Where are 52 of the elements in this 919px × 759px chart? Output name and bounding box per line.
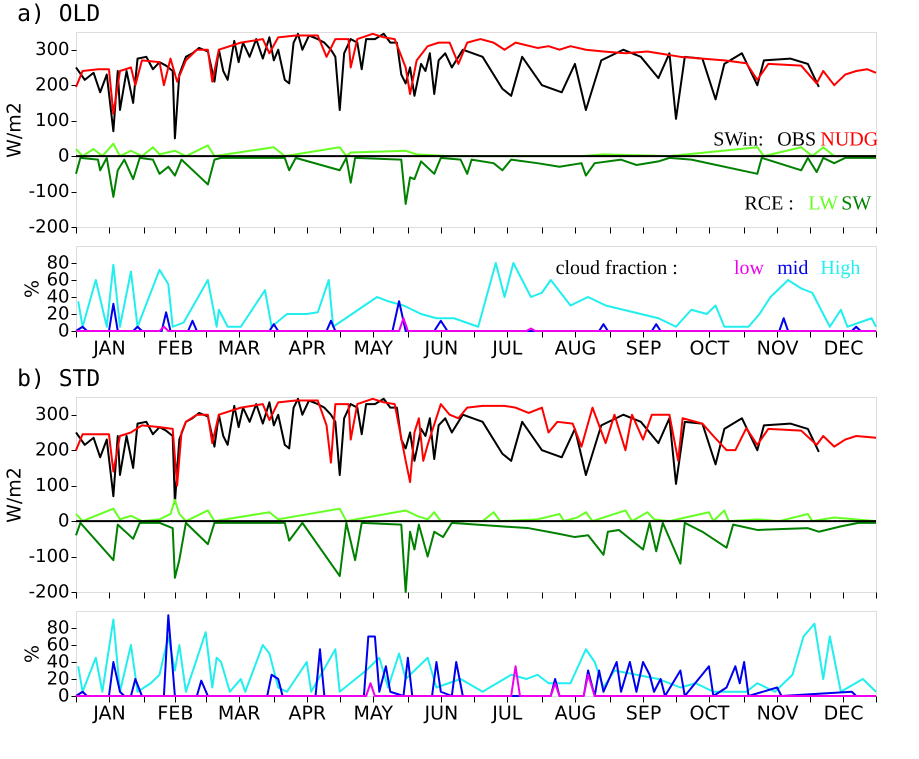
x-tick-label: OCT xyxy=(690,338,730,360)
x-tick-label: JUN xyxy=(423,338,458,360)
y-tick-label: 0 xyxy=(58,510,70,532)
chart-title: a) OLD xyxy=(17,1,100,27)
x-tick-label: MAY xyxy=(353,702,394,724)
x-tick-label: JAN xyxy=(92,702,126,724)
x-tick-label: NOV xyxy=(756,702,799,724)
x-tick-label: MAY xyxy=(353,338,394,360)
annotation: SWin: xyxy=(713,128,764,150)
series-label: LW xyxy=(808,192,838,215)
chart-title: b) STD xyxy=(17,366,100,392)
y-axis-title: % xyxy=(22,644,44,664)
x-tick-label: MAR xyxy=(218,338,260,360)
y-tick-label: -200 xyxy=(28,216,70,238)
y-axis-title: % xyxy=(22,280,44,298)
text: OBS xyxy=(777,128,816,150)
y-tick-label: -200 xyxy=(28,582,70,602)
series-label: High xyxy=(820,257,860,279)
x-tick-label: JUN xyxy=(423,702,458,724)
y-tick-label: 100 xyxy=(35,110,70,132)
x-tick-label: OCT xyxy=(690,702,730,724)
x-tick-label: SEP xyxy=(626,338,662,360)
y-tick-label: 200 xyxy=(35,74,70,96)
x-tick-label: FEB xyxy=(157,338,194,360)
x-tick-label: AUG xyxy=(554,338,596,360)
y-tick-label: 300 xyxy=(35,404,70,426)
x-tick-label: AUG xyxy=(554,702,596,724)
annotation: cloud fraction : xyxy=(556,257,678,279)
y-axis-title: W/m2 xyxy=(4,102,26,158)
y-tick-label: 300 xyxy=(35,39,70,60)
annotation: RCE : xyxy=(744,192,794,215)
y-tick-label: 100 xyxy=(35,475,70,496)
x-tick-label: DEC xyxy=(824,338,864,360)
series-label: SW xyxy=(841,192,872,215)
y-tick-label: -100 xyxy=(28,181,70,202)
x-tick-label: JUL xyxy=(491,338,523,360)
x-tick-label: MAR xyxy=(218,702,260,724)
text: NUDG xyxy=(820,128,878,150)
x-tick-label: JUL xyxy=(491,702,523,724)
x-tick-label: APR xyxy=(288,338,326,360)
y-axis-title: W/m2 xyxy=(4,467,26,523)
x-tick-label: SEP xyxy=(626,702,662,724)
x-tick-label: FEB xyxy=(157,702,194,724)
x-tick-label: NOV xyxy=(756,338,799,360)
y-tick-label: -100 xyxy=(28,546,70,568)
x-tick-label: DEC xyxy=(824,702,864,724)
series-label: mid xyxy=(777,257,808,279)
x-tick-label: APR xyxy=(288,702,326,724)
y-tick-label: 200 xyxy=(35,440,70,461)
x-tick-label: JAN xyxy=(92,338,126,360)
y-tick-label: 0 xyxy=(58,146,70,167)
text: low xyxy=(734,257,765,279)
